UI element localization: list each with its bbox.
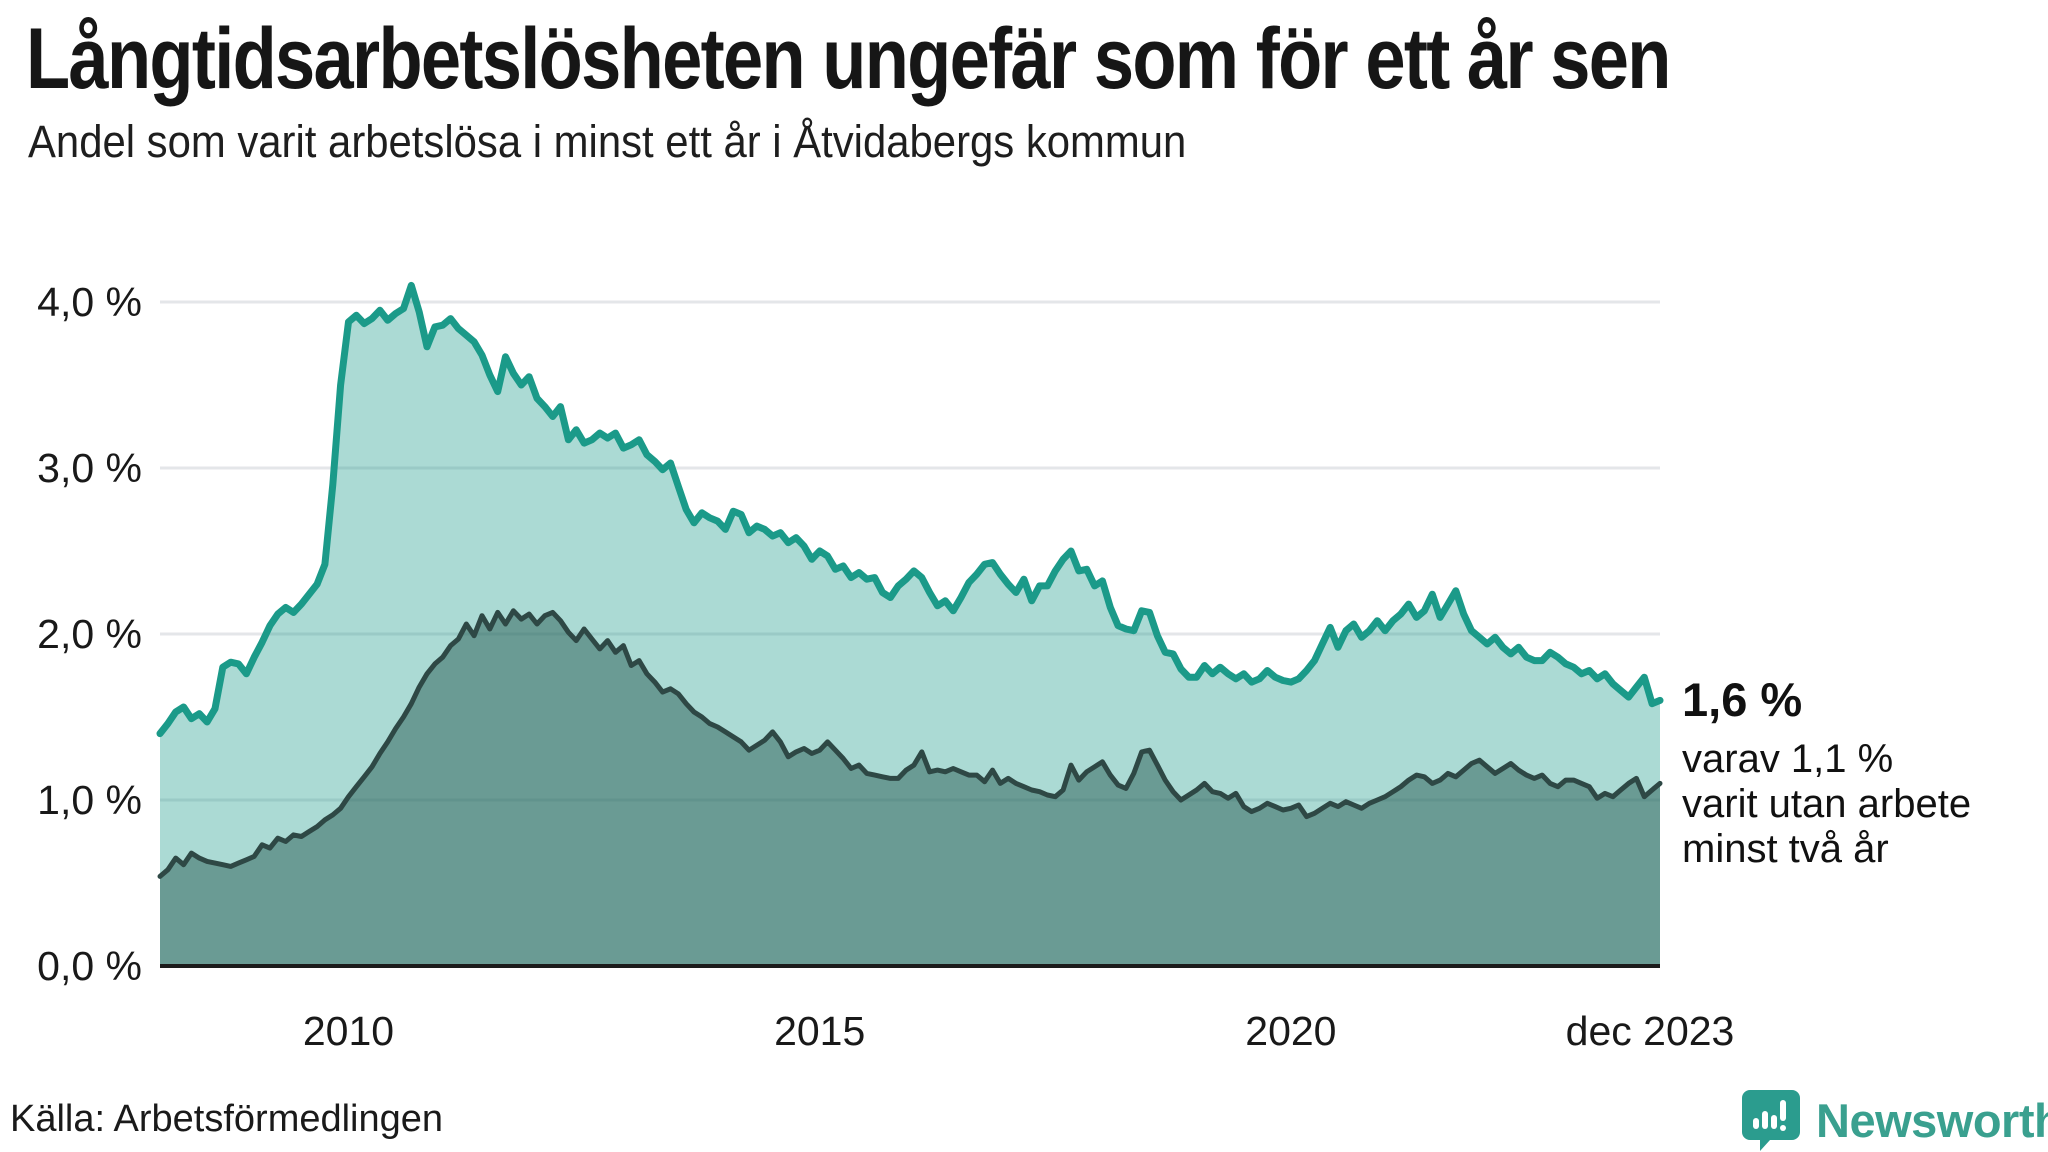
area-two-years-fill: [160, 610, 1660, 966]
newsworthy-logo: Newsworthy: [1740, 1088, 2048, 1152]
x-tick-label-2015: 2015: [774, 1008, 866, 1054]
line-total-unemployed: [156, 281, 1664, 738]
y-tick-label-0: 0,0 %: [37, 943, 142, 989]
chart-subtitle: Andel som varit arbetslösa i minst ett å…: [28, 116, 1187, 167]
line-two-years-unemployed: [157, 608, 1663, 879]
end-value-total: 1,6 %: [1682, 673, 1803, 726]
x-tick-label-2020: 2020: [1245, 1008, 1337, 1054]
x-tick-label-2010: 2010: [302, 1008, 395, 1054]
y-tick-label-4: 4,0 %: [37, 279, 142, 325]
area-total-fill: [160, 285, 1660, 966]
end-annotation-line3: minst två år: [1682, 827, 1889, 872]
y-tick-label-1: 1,0 %: [37, 777, 142, 823]
y-tick-label-3: 3,0 %: [37, 445, 142, 491]
newsworthy-icon: [1742, 1090, 1800, 1151]
end-annotation-line2: varit utan arbete: [1682, 782, 1972, 827]
x-tick-label-dec-2023: dec 2023: [1565, 1008, 1735, 1054]
newsworthy-wordmark: Newsworthy: [1816, 1093, 2048, 1147]
gridlines: [160, 300, 1660, 802]
source-label: Källa: Arbetsförmedlingen: [10, 1098, 444, 1140]
y-tick-label-2: 2,0 %: [37, 611, 142, 657]
chart-title: Långtidsarbetslösheten ungefär som för e…: [26, 11, 1671, 107]
end-annotation-line1: varav 1,1 %: [1682, 737, 1894, 781]
end-annotation: 1,6 % varav 1,1 % varit utan arbete mins…: [1682, 672, 1971, 873]
